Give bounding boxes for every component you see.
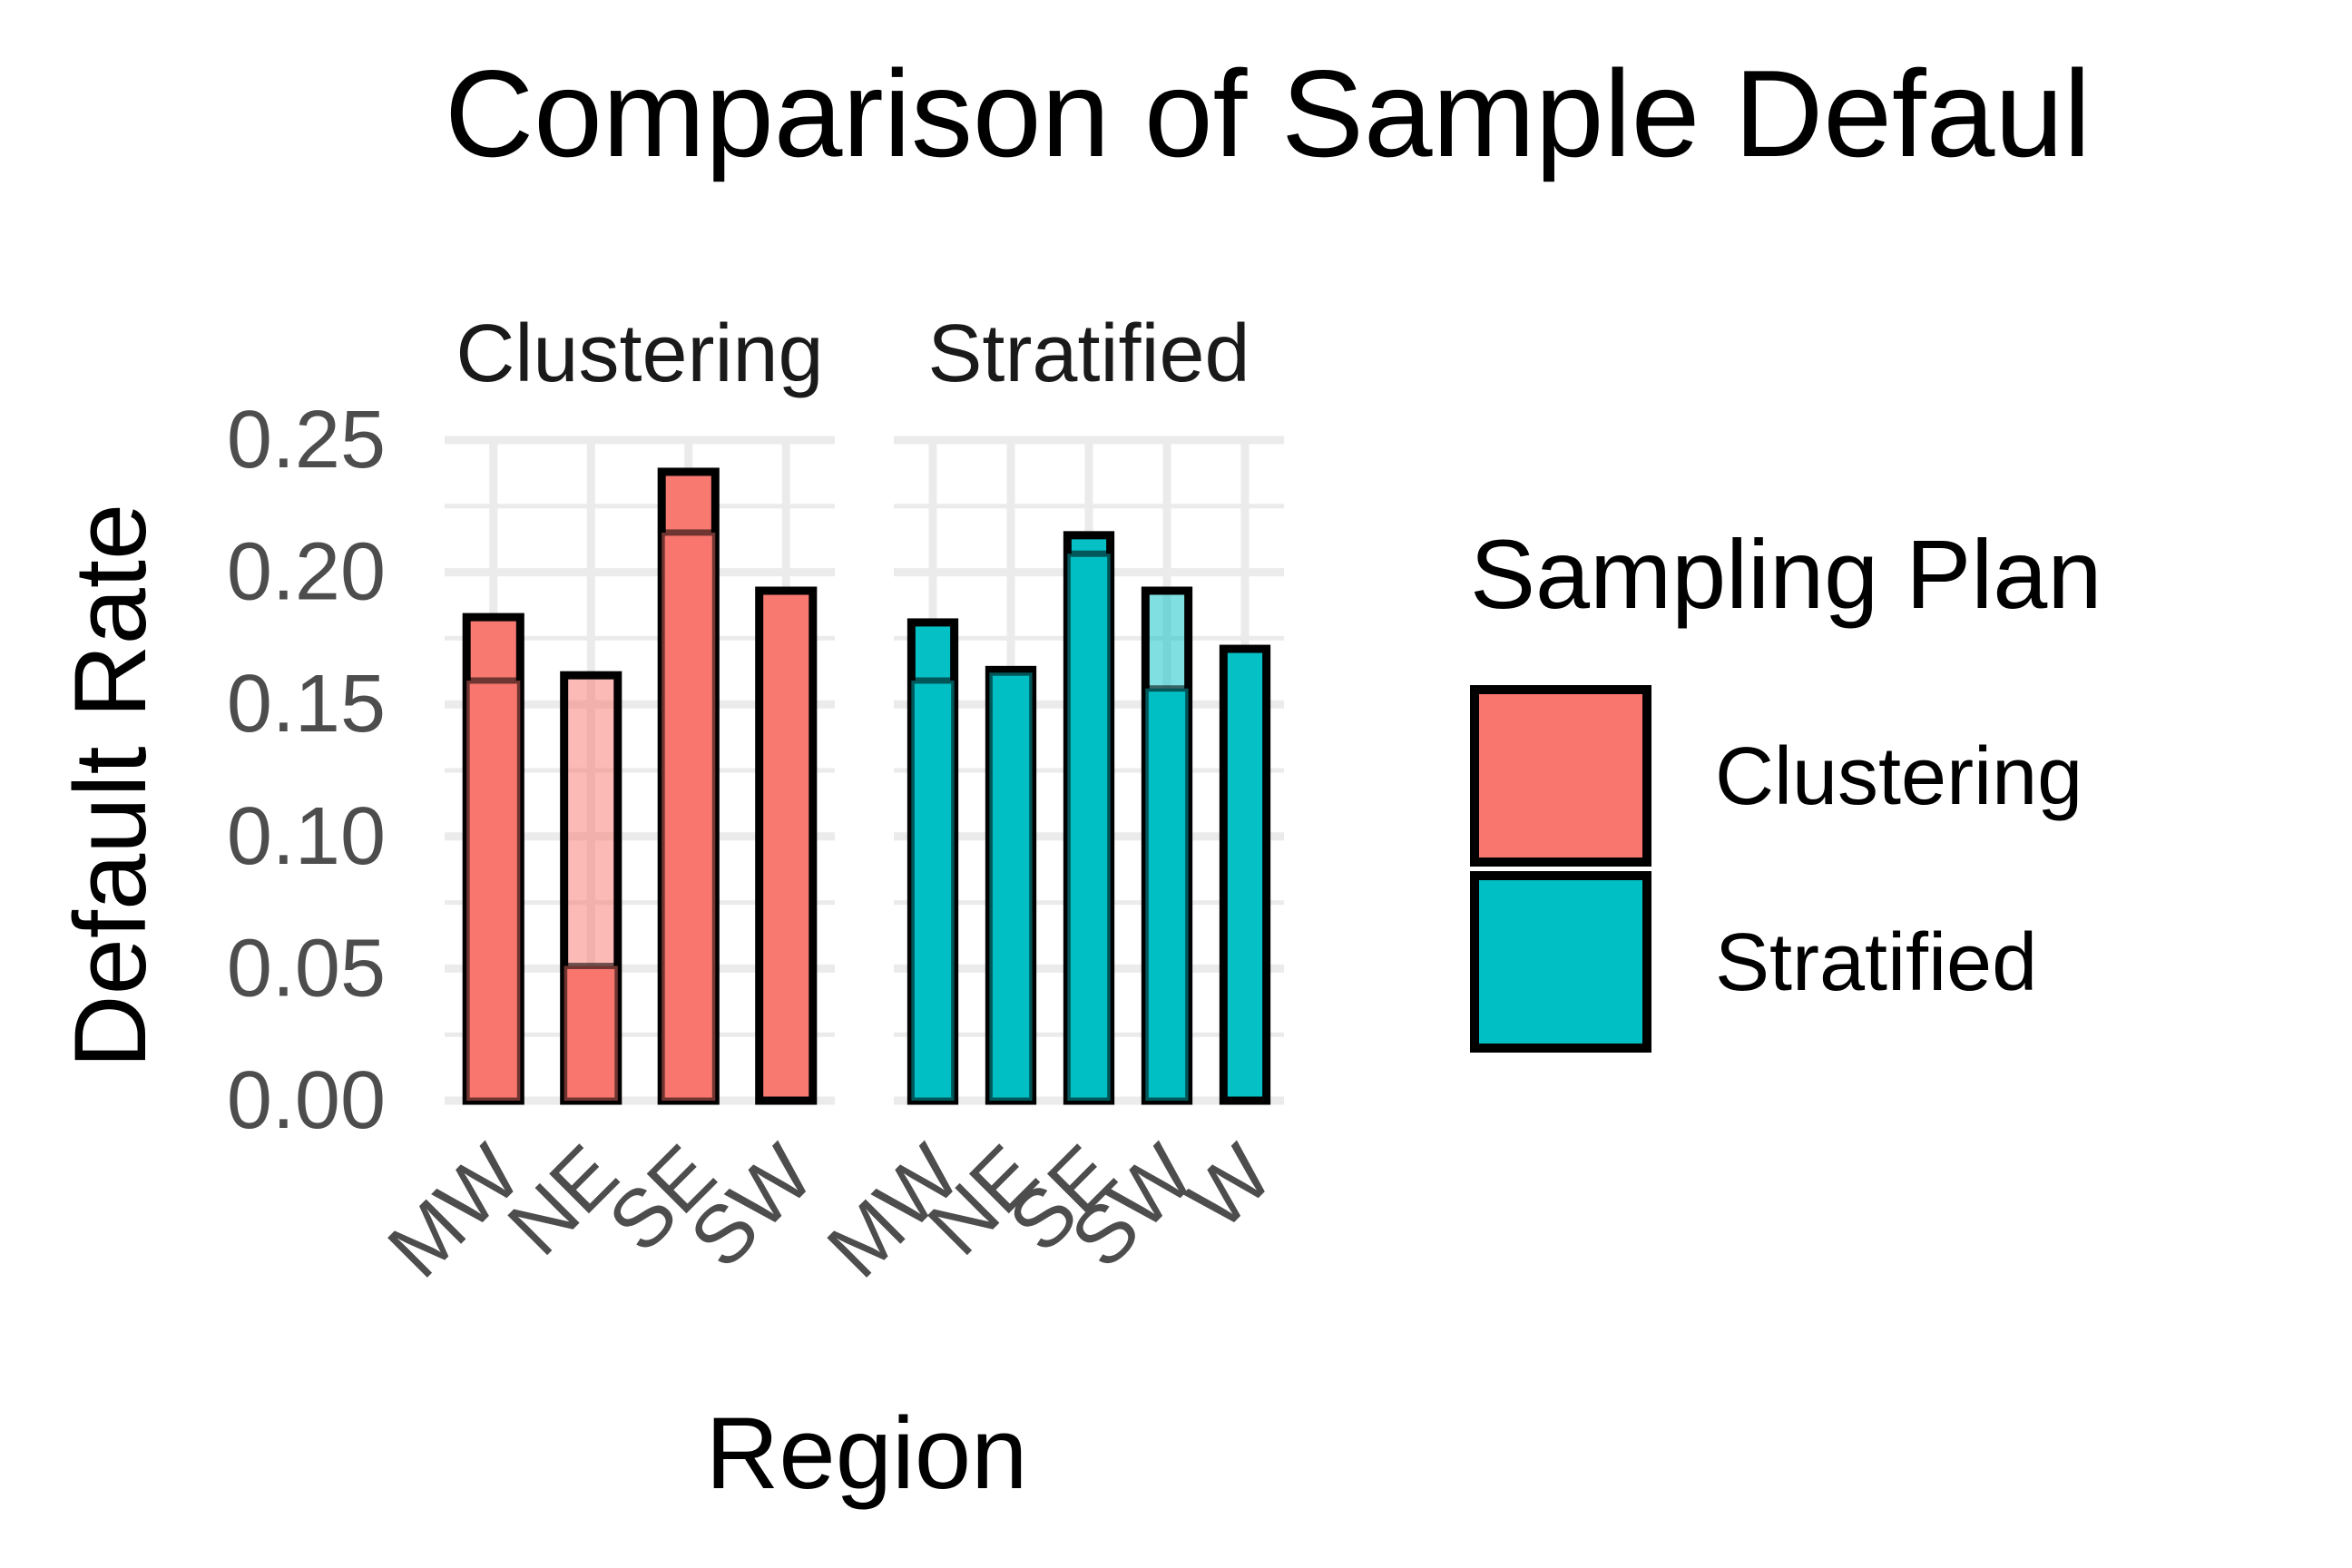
bar-stratified-ne: [985, 665, 1037, 1105]
y-tick-label: 0.05: [227, 923, 386, 1014]
bar-clustering-ne: [560, 671, 622, 1105]
y-axis-label: Default Rate: [54, 504, 167, 1069]
bar-clustering-mw: [462, 612, 524, 1105]
legend-entry-clustering: Clustering: [1470, 685, 2082, 867]
bar-overlap-rect: [658, 529, 719, 1104]
legend-entry-stratified: Stratified: [1470, 871, 2037, 1053]
bar-overlap-rect: [561, 962, 622, 1104]
bar-stratified-sw: [1141, 586, 1193, 1105]
bar-overlap-rect: [463, 677, 524, 1104]
y-tick-label: 0.25: [227, 395, 386, 485]
y-tick-label: 0.15: [227, 659, 386, 750]
legend-label: Stratified: [1715, 917, 2037, 1008]
x-axis-label: Region: [706, 1396, 1028, 1510]
bar-rect: [1219, 644, 1271, 1105]
y-tick-label: 0.10: [227, 791, 386, 882]
legend-label: Clustering: [1715, 731, 2082, 822]
legend-entries: Clustering Stratified: [1470, 685, 2082, 1053]
bar-clustering-sw: [755, 586, 818, 1105]
chart-title: Comparison of Sample Defaul: [445, 44, 2091, 182]
strip-label-clustering: Clustering: [456, 309, 823, 399]
legend-title: Sampling Plan: [1470, 519, 2102, 629]
y-tick-labels: 0.00 0.05 0.10 0.15 0.20 0.25: [227, 395, 386, 1146]
bar-overlap-rect: [1063, 550, 1114, 1104]
legend-key: [1470, 871, 1651, 1053]
strip-label-stratified: Stratified: [927, 309, 1250, 399]
bar-stratified-mw: [906, 618, 959, 1105]
bar-overlap-rect: [907, 677, 958, 1104]
legend-key: [1470, 685, 1651, 867]
x-tick-label: SW: [673, 1128, 830, 1285]
x-tick-label: W: [1171, 1128, 1289, 1247]
legend: Sampling Plan Clustering Stratified: [1470, 519, 2102, 1053]
bar-stratified-se: [1063, 531, 1115, 1105]
bar-overlap-rect: [985, 669, 1036, 1104]
bar-stratified-w: [1219, 644, 1271, 1105]
y-tick-label: 0.20: [227, 527, 386, 618]
y-tick-label: 0.00: [227, 1055, 386, 1146]
bar-overlap-rect: [1142, 685, 1192, 1104]
bar-rect: [755, 586, 818, 1105]
bar-clustering-se: [657, 467, 720, 1105]
